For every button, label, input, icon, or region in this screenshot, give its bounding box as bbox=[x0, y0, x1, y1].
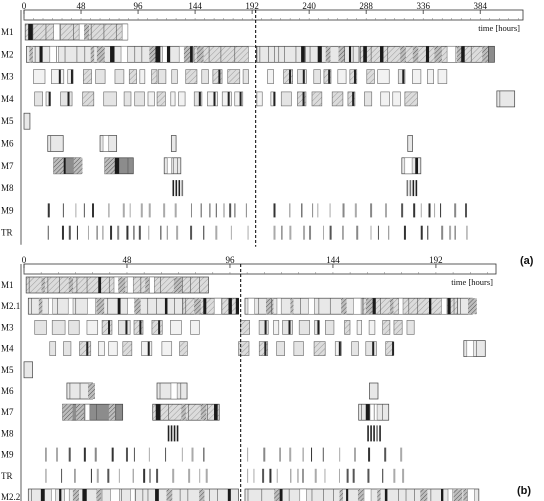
tick-label: 96 bbox=[225, 255, 235, 265]
task-bar bbox=[359, 45, 489, 63]
task-bar bbox=[406, 180, 418, 197]
task-bar bbox=[256, 91, 418, 107]
task-bar bbox=[99, 135, 118, 152]
machine-label: TR bbox=[1, 471, 13, 481]
time-unit-label: time [hours] bbox=[478, 23, 520, 33]
tick-label: 192 bbox=[245, 1, 259, 11]
tick-label: 0 bbox=[22, 255, 27, 265]
panel-label: (b) bbox=[517, 485, 531, 497]
tick-label: 0 bbox=[22, 1, 27, 11]
task-bar bbox=[463, 340, 486, 357]
task-bar bbox=[49, 341, 188, 356]
panel-a: 0 48 96 144 192 240 288 336 384 time [hours] M1 M2 M… bbox=[1, 1, 534, 267]
task-bar bbox=[488, 45, 495, 63]
tick-label: 48 bbox=[77, 1, 87, 11]
task-bar bbox=[47, 203, 247, 218]
task-bar bbox=[167, 425, 179, 442]
task-bar bbox=[156, 382, 188, 400]
task-bar bbox=[157, 69, 249, 84]
machine-label: M7 bbox=[1, 407, 14, 417]
machine-label: M7 bbox=[1, 161, 14, 171]
task-bar bbox=[34, 91, 155, 107]
machine-label: M2.1 bbox=[1, 301, 20, 311]
task-bar bbox=[238, 341, 395, 356]
tick-label: 384 bbox=[473, 1, 487, 11]
task-bar bbox=[45, 468, 208, 483]
tick-label: 144 bbox=[188, 1, 202, 11]
task-bar bbox=[33, 69, 158, 84]
task-bar bbox=[156, 91, 244, 107]
task-bar bbox=[358, 403, 390, 421]
task-bar bbox=[273, 203, 468, 218]
machine-label: M6 bbox=[1, 386, 14, 396]
machine-label: TR bbox=[1, 228, 13, 238]
task-bar bbox=[66, 382, 95, 400]
task-bar bbox=[367, 425, 381, 442]
task-bar bbox=[362, 297, 458, 315]
tick-label: 144 bbox=[326, 255, 340, 265]
task-bar bbox=[193, 45, 257, 63]
machine-label: M3 bbox=[1, 72, 14, 82]
task-bar bbox=[273, 225, 468, 240]
panel-b: 0 48 96 144 192 time [hours] M1 M2.1 M3 M4 M5 M6 M7 M… bbox=[1, 255, 531, 501]
machine-label: M8 bbox=[1, 428, 14, 438]
tick-label: 192 bbox=[429, 255, 443, 265]
machine-label: M9 bbox=[1, 205, 14, 215]
machine-label: M8 bbox=[1, 183, 14, 193]
tick-label: 288 bbox=[359, 1, 373, 11]
task-bar bbox=[34, 320, 200, 335]
task-bar bbox=[170, 135, 177, 152]
task-bar bbox=[27, 488, 239, 501]
task-bar bbox=[182, 297, 239, 315]
task-bar bbox=[163, 157, 182, 175]
machine-label: M4 bbox=[1, 94, 14, 104]
time-unit-label: time [hours] bbox=[451, 277, 493, 287]
task-bar bbox=[45, 447, 205, 462]
task-bar bbox=[104, 157, 134, 175]
machine-label: M2.2 bbox=[1, 492, 20, 501]
task-bar bbox=[407, 135, 413, 152]
task-bar bbox=[267, 69, 390, 84]
task-bar bbox=[47, 135, 64, 152]
time-ruler bbox=[23, 9, 524, 21]
task-bar bbox=[25, 276, 209, 294]
machine-label: M3 bbox=[1, 322, 14, 332]
tick-label: 48 bbox=[122, 255, 132, 265]
task-bar bbox=[244, 488, 480, 501]
task-bar bbox=[27, 297, 184, 315]
machine-label: M1 bbox=[1, 27, 14, 37]
task-bar bbox=[53, 157, 83, 175]
task-bar bbox=[247, 468, 405, 483]
task-bar bbox=[172, 180, 184, 197]
task-bar bbox=[247, 447, 403, 462]
task-bar bbox=[62, 403, 124, 421]
task-bar bbox=[47, 225, 249, 240]
machine-label: M4 bbox=[1, 344, 14, 354]
task-bar bbox=[496, 90, 516, 108]
machine-label: M9 bbox=[1, 450, 14, 460]
task-bar bbox=[244, 297, 364, 315]
task-bar bbox=[457, 297, 477, 315]
task-bar bbox=[397, 69, 448, 84]
task-bar bbox=[256, 45, 360, 63]
time-ruler bbox=[23, 263, 497, 275]
task-bar bbox=[152, 403, 220, 421]
task-bar bbox=[23, 361, 33, 379]
panel-label: (a) bbox=[520, 255, 534, 267]
task-bar bbox=[26, 45, 194, 63]
tick-label: 240 bbox=[302, 1, 316, 11]
tick-label: 96 bbox=[134, 1, 144, 11]
task-bar bbox=[240, 320, 415, 335]
task-bar bbox=[24, 23, 129, 41]
task-bar bbox=[401, 157, 422, 175]
machine-label: M6 bbox=[1, 139, 14, 149]
machine-label: M5 bbox=[1, 116, 14, 126]
tick-label: 336 bbox=[416, 1, 430, 11]
task-bar bbox=[23, 112, 31, 130]
machine-label: M2 bbox=[1, 49, 14, 59]
machine-label: M1 bbox=[1, 280, 14, 290]
task-bar bbox=[369, 382, 379, 400]
machine-label: M5 bbox=[1, 365, 14, 375]
